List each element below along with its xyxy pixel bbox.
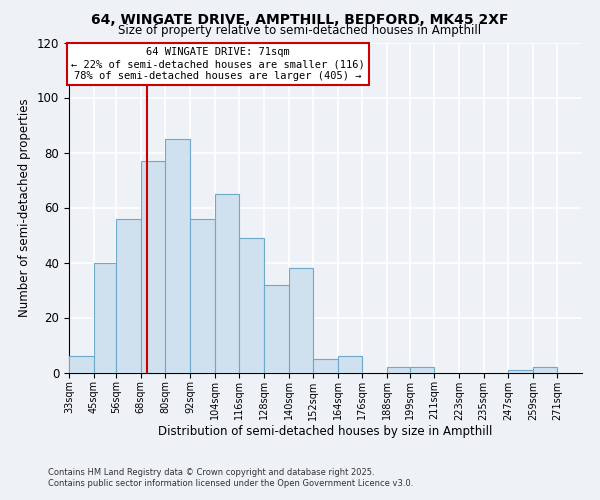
Bar xyxy=(508,370,533,372)
X-axis label: Distribution of semi-detached houses by size in Ampthill: Distribution of semi-detached houses by … xyxy=(158,425,493,438)
Bar xyxy=(289,268,313,372)
Bar xyxy=(264,284,289,372)
Bar xyxy=(313,359,338,372)
Bar xyxy=(387,367,410,372)
Text: Size of property relative to semi-detached houses in Ampthill: Size of property relative to semi-detach… xyxy=(118,24,482,37)
Bar xyxy=(94,262,116,372)
Text: 64, WINGATE DRIVE, AMPTHILL, BEDFORD, MK45 2XF: 64, WINGATE DRIVE, AMPTHILL, BEDFORD, MK… xyxy=(91,12,509,26)
Bar xyxy=(166,138,190,372)
Text: Contains HM Land Registry data © Crown copyright and database right 2025.
Contai: Contains HM Land Registry data © Crown c… xyxy=(48,468,413,487)
Bar xyxy=(338,356,362,372)
Text: 64 WINGATE DRIVE: 71sqm
← 22% of semi-detached houses are smaller (116)
78% of s: 64 WINGATE DRIVE: 71sqm ← 22% of semi-de… xyxy=(71,48,365,80)
Y-axis label: Number of semi-detached properties: Number of semi-detached properties xyxy=(19,98,31,317)
Bar xyxy=(239,238,264,372)
Bar xyxy=(190,218,215,372)
Bar xyxy=(116,218,141,372)
Bar xyxy=(410,367,434,372)
Bar xyxy=(141,161,166,372)
Bar xyxy=(69,356,94,372)
Bar xyxy=(533,367,557,372)
Bar xyxy=(215,194,239,372)
